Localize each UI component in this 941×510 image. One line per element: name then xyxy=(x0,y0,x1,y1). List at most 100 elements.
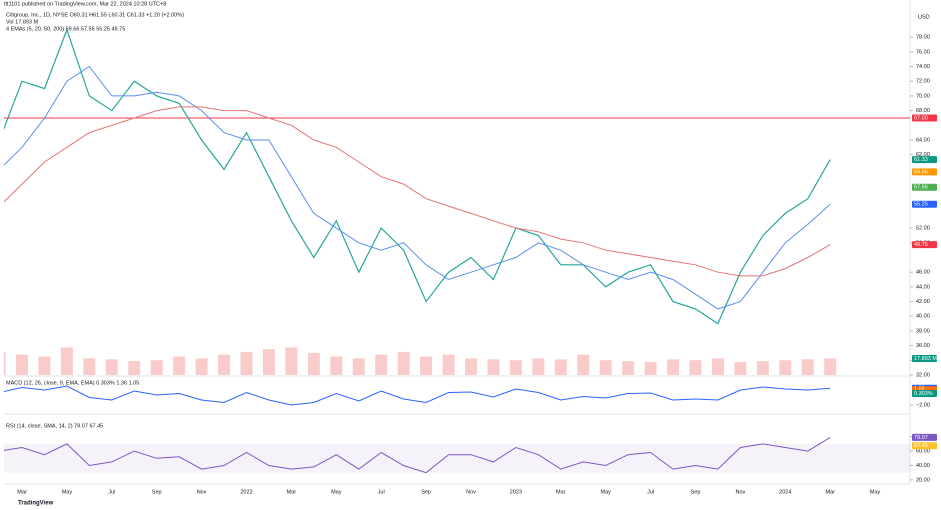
volume-bar xyxy=(38,356,51,375)
y-tick-label: 72.00 xyxy=(916,79,930,85)
currency: USD xyxy=(918,14,930,20)
y-tick-label: 46.00 xyxy=(916,270,930,276)
y-tick-label: 20.00 xyxy=(916,477,930,483)
rsi-title: RSI (14, close, SMA, 14, 2) 79.07 67.45 xyxy=(6,423,103,429)
x-tick-label: 2024 xyxy=(779,489,791,495)
volume-bar xyxy=(487,359,500,375)
volume-bar xyxy=(532,358,545,375)
volume-bar xyxy=(667,359,680,375)
series-line xyxy=(4,28,831,325)
x-tick-label: Sep xyxy=(152,489,162,495)
x-tick-label: Mar xyxy=(17,489,27,495)
price-label-bg xyxy=(912,433,937,441)
price-label-bg xyxy=(912,200,937,208)
volume-bar xyxy=(60,347,73,375)
y-tick-label: 38.00 xyxy=(916,328,930,334)
price-label: 59.66 xyxy=(914,169,928,175)
x-tick-label: May xyxy=(870,489,881,495)
volume-bar xyxy=(509,360,522,375)
volume-bar xyxy=(330,356,343,375)
price-label: 67.00 xyxy=(914,115,928,121)
volume-bar xyxy=(195,358,208,375)
x-tick-label: May xyxy=(601,489,612,495)
symbol-line: Citigroup, Inc., 1D, NYSE O60.31 H61.55 … xyxy=(6,12,184,18)
volume-bar xyxy=(262,349,275,375)
price-label: 67.45 xyxy=(914,443,928,449)
price-label: 49.75 xyxy=(914,242,928,248)
series-line xyxy=(4,106,831,277)
y-tick-label: 52.00 xyxy=(916,226,930,232)
x-tick-label: 2022 xyxy=(240,489,252,495)
price-label-bg xyxy=(912,183,937,191)
volume-bar xyxy=(218,354,231,375)
y-tick-label: 42.00 xyxy=(916,299,930,305)
y-tick-label: 64.00 xyxy=(916,137,930,143)
series-line xyxy=(4,65,831,310)
volume-bar xyxy=(375,354,388,375)
price-label-bg xyxy=(912,156,937,164)
y-tick-label: 40.00 xyxy=(916,463,930,469)
y-tick-label: −2.00 xyxy=(916,402,930,408)
x-tick-label: Sep xyxy=(691,489,701,495)
series-line xyxy=(4,385,831,406)
volume-bar xyxy=(105,359,118,375)
y-tick-label: 68.00 xyxy=(916,108,930,114)
x-tick-label: Sep xyxy=(421,489,431,495)
price-label-bg xyxy=(912,168,937,176)
x-tick-label: Mar xyxy=(825,489,835,495)
price-label: 55.25 xyxy=(914,202,928,208)
y-tick-label: 32.00 xyxy=(916,372,930,378)
volume-bar xyxy=(599,360,612,375)
x-tick-label: May xyxy=(62,489,73,495)
volume-bar xyxy=(16,354,28,375)
y-tick-label: 44.00 xyxy=(916,284,930,290)
price-label: 79.07 xyxy=(914,435,928,441)
price-label: 0.303% xyxy=(914,391,933,397)
price-label-bg xyxy=(912,389,937,397)
x-tick-label: Nov xyxy=(466,489,476,495)
volume-bar xyxy=(285,347,298,375)
volume-bar xyxy=(779,360,792,375)
volume-bar xyxy=(173,356,186,375)
volume-bar xyxy=(420,356,433,375)
x-tick-label: May xyxy=(331,489,342,495)
volume-bar xyxy=(734,362,747,375)
volume-line: Vol 17.893 M xyxy=(6,19,39,25)
y-tick-label: 78.00 xyxy=(916,35,930,41)
volume-bar xyxy=(801,359,814,375)
volume-bar xyxy=(554,359,567,375)
volume-bar xyxy=(622,361,635,375)
y-tick-label: 76.00 xyxy=(916,49,930,55)
volume-bar xyxy=(442,354,455,375)
y-tick-label: 36.00 xyxy=(916,343,930,349)
volume-bar xyxy=(711,358,724,375)
x-tick-label: Jul xyxy=(378,489,385,495)
volume-bar xyxy=(307,352,320,375)
y-tick-label: 60.00 xyxy=(916,449,930,455)
price-label-bg xyxy=(912,442,937,450)
macd-title: MACD (12, 26, close, 9, EMA, EMA) 0.303%… xyxy=(6,380,139,386)
plot-area xyxy=(4,28,910,474)
rsi-band xyxy=(4,443,910,473)
volume-bar xyxy=(689,360,702,375)
x-tick-label: Mar xyxy=(556,489,566,495)
published-line: ttt1101 published on TradingView.com, Ma… xyxy=(4,1,166,7)
price-label-bg xyxy=(912,114,937,122)
price-label: 61.33 xyxy=(914,157,928,163)
x-tick-label: 2023 xyxy=(510,489,522,495)
brand: TradingView xyxy=(18,501,54,507)
ema-line: 4 EMAs (5, 20, 50, 200) 59.66 57.56 55.2… xyxy=(6,26,125,32)
volume-bar xyxy=(756,361,769,375)
volume-bar xyxy=(4,351,6,375)
x-tick-label: Jul xyxy=(647,489,654,495)
volume-bar xyxy=(83,358,96,375)
y-tick-label: 74.00 xyxy=(916,64,930,70)
price-label: 17.893 M xyxy=(914,356,937,362)
volume-bar xyxy=(128,361,141,375)
x-tick-label: Jul xyxy=(108,489,115,495)
volume-bar xyxy=(352,358,365,375)
price-label-bg xyxy=(912,241,937,249)
x-tick-label: Mar xyxy=(287,489,297,495)
